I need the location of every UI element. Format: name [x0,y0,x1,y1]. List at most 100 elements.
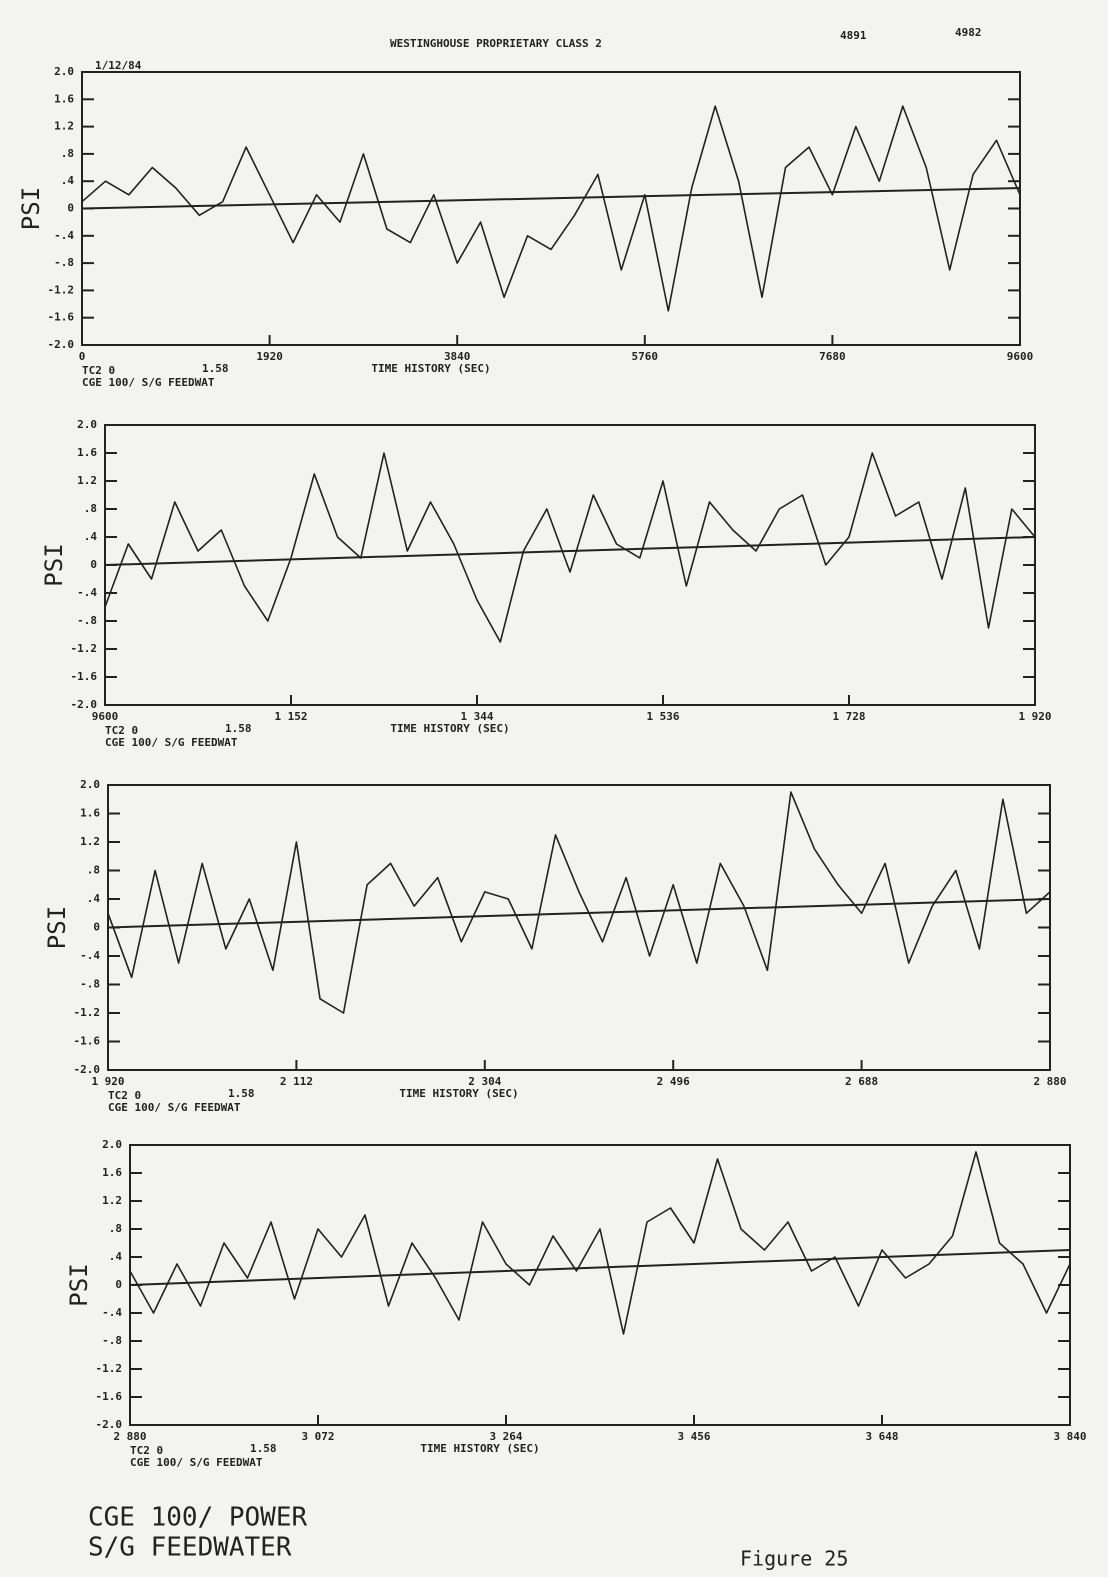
axis-label: PSI [43,906,71,949]
signal-line [129,1151,1071,1335]
x-axis-label: TIME HISTORY (SEC) [371,362,490,375]
x-tick-label: 3 264 [489,1430,522,1443]
plot-frame [104,424,1036,706]
y-tick-label: 1.2 [102,1194,122,1207]
y-tick-label: 1.6 [102,1166,122,1179]
y-tick-label: -1.2 [96,1362,123,1375]
x-tick-label: 9600 [1007,350,1034,363]
note: TC2 0 [82,364,115,377]
y-tick-label: -.4 [54,229,74,242]
note: 1.58 [225,722,252,735]
plot-frame [107,784,1051,1071]
y-tick-label: .4 [87,892,101,905]
x-tick-label: 9600 [92,710,119,723]
y-tick-label: 1.2 [54,120,74,133]
x-tick-label: 3 840 [1053,1430,1086,1443]
note: TC2 0 [105,724,138,737]
note: CGE 100/ S/G FEEDWAT [130,1456,263,1469]
x-axis-label: TIME HISTORY (SEC) [399,1087,518,1100]
footer-line: CGE 100/ POWER [88,1503,307,1533]
y-tick-label: 1.2 [80,835,100,848]
y-tick-label: -1.6 [71,670,98,683]
y-tick-label: .4 [84,530,98,543]
y-tick-label: 1.6 [54,92,74,105]
x-tick-label: 1920 [256,350,283,363]
x-tick-label: 3 072 [301,1430,334,1443]
y-tick-label: -2.0 [71,698,98,711]
y-tick-label: 2.0 [77,418,97,431]
signal-line [107,791,1051,1014]
y-tick-label: -.4 [102,1306,122,1319]
trend-line [107,898,1051,929]
x-tick-label: 0 [79,350,86,363]
note: 1.58 [250,1442,277,1455]
y-tick-label: -1.6 [48,311,75,324]
y-tick-label: -.8 [54,256,74,269]
note: CGE 100/ S/G FEEDWAT [108,1101,241,1114]
trend-line [129,1249,1071,1286]
y-tick-label: .8 [84,502,97,515]
y-tick-label: .8 [61,147,74,160]
y-tick-label: 0 [90,558,97,571]
date: 1/12/84 [95,59,142,72]
note: 1.58 [228,1087,255,1100]
note: CGE 100/ S/G FEEDWAT [82,376,215,389]
x-tick-label: 2 112 [280,1075,313,1088]
y-tick-label: -2.0 [96,1418,123,1431]
x-tick-label: 1 920 [1018,710,1051,723]
figure-label: Figure 25 [740,1547,848,1571]
y-tick-label: 2.0 [54,65,74,78]
x-tick-label: 2 880 [113,1430,146,1443]
y-tick-label: 0 [67,202,74,215]
y-tick-label: 2.0 [80,778,100,791]
x-tick-label: 1 728 [832,710,865,723]
y-tick-label: 0 [93,921,100,934]
page-code: 4891 [840,29,867,42]
y-tick-label: -1.2 [71,642,98,655]
x-tick-label: 5760 [632,350,659,363]
x-tick-label: 2 880 [1033,1075,1066,1088]
page-code: 4982 [955,26,982,39]
y-tick-label: 1.2 [77,474,97,487]
y-tick-label: 1.6 [77,446,97,459]
y-tick-label: -.4 [80,949,100,962]
y-tick-label: .4 [61,174,75,187]
y-tick-label: 2.0 [102,1138,122,1151]
x-tick-label: 1 920 [91,1075,124,1088]
plot-frame [81,71,1021,346]
plot-frame [129,1144,1071,1426]
y-tick-label: -2.0 [74,1063,101,1076]
footer-line: S/G FEEDWATER [88,1533,292,1563]
trend-line [104,536,1036,566]
y-tick-label: -1.2 [74,1006,101,1019]
note: CGE 100/ S/G FEEDWAT [105,736,238,749]
y-tick-label: -1.2 [48,283,75,296]
y-tick-label: -.8 [80,978,100,991]
x-tick-label: 3 648 [865,1430,898,1443]
note: TC2 0 [130,1444,163,1457]
x-tick-label: 2 496 [657,1075,690,1088]
note: 1.58 [202,362,229,375]
x-tick-label: 1 536 [646,710,679,723]
signal-line [81,105,1021,312]
axis-label: PSI [40,543,68,586]
trend-line [81,187,1021,210]
x-axis-label: TIME HISTORY (SEC) [420,1442,539,1455]
note: TC2 0 [108,1089,141,1102]
x-tick-label: 1 344 [460,710,493,723]
y-tick-label: 0 [115,1278,122,1291]
y-tick-label: -.4 [77,586,97,599]
classification: WESTINGHOUSE PROPRIETARY CLASS 2 [390,37,602,50]
x-tick-label: 3 456 [677,1430,710,1443]
x-tick-label: 1 152 [274,710,307,723]
y-tick-label: -1.6 [96,1390,123,1403]
y-tick-label: .4 [109,1250,123,1263]
x-tick-label: 7680 [819,350,846,363]
y-tick-label: -.8 [102,1334,122,1347]
x-tick-label: 2 304 [468,1075,501,1088]
signal-line [104,452,1036,643]
y-tick-label: .8 [87,864,100,877]
y-tick-label: -2.0 [48,338,75,351]
